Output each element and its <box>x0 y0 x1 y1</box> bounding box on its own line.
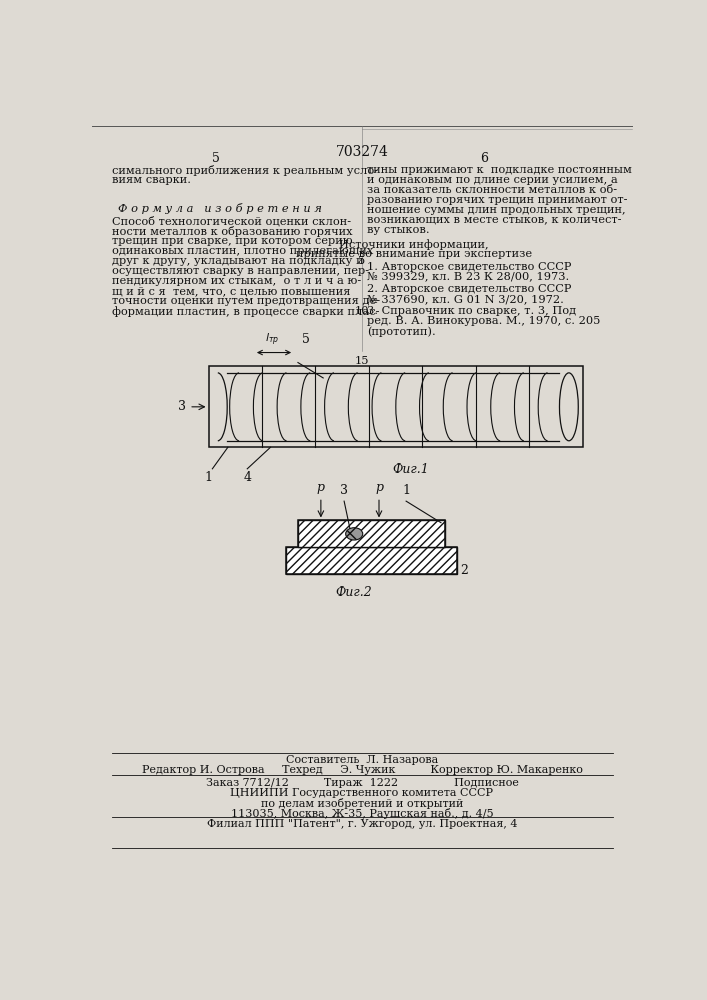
Text: 10: 10 <box>355 306 369 316</box>
Text: 2. Авторское свидетельство СССР: 2. Авторское свидетельство СССР <box>368 284 572 294</box>
Text: за показатель склонности металлов к об-: за показатель склонности металлов к об- <box>368 185 617 195</box>
Text: Заказ 7712/12          Тираж  1222                Подписное: Заказ 7712/12 Тираж 1222 Подписное <box>206 778 518 788</box>
Text: $l_{тр}$: $l_{тр}$ <box>265 332 279 348</box>
Text: 2: 2 <box>460 564 468 577</box>
Text: № 337690, кл. G 01 N 3/20, 1972.: № 337690, кл. G 01 N 3/20, 1972. <box>368 294 564 304</box>
Text: друг к другу, укладывают на подкладку и: друг к другу, укладывают на подкладку и <box>112 256 363 266</box>
Text: разованию горячих трещин принимают от-: разованию горячих трещин принимают от- <box>368 195 628 205</box>
Polygon shape <box>298 520 445 547</box>
Text: Редактор И. Острова     Техред     Э. Чужик          Корректор Ю. Макаренко: Редактор И. Острова Техред Э. Чужик Корр… <box>141 765 583 775</box>
Text: p: p <box>317 481 325 494</box>
Text: точности оценки путем предотвращения де-: точности оценки путем предотвращения де- <box>112 296 380 306</box>
Text: 1. Авторское свидетельство СССР: 1. Авторское свидетельство СССР <box>368 262 572 272</box>
Text: 4: 4 <box>243 471 251 484</box>
Text: трещин при сварке, при котором серию: трещин при сварке, при котором серию <box>112 236 352 246</box>
Text: 1: 1 <box>402 484 410 497</box>
Text: по делам изобретений и открытий: по делам изобретений и открытий <box>261 798 463 809</box>
Text: Ф о р м у л а   и з о б р е т е н и я: Ф о р м у л а и з о б р е т е н и я <box>118 203 322 214</box>
Text: Способ технологической оценки склон-: Способ технологической оценки склон- <box>112 216 351 227</box>
Text: 3. Справочник по сварке, т. 3, Под: 3. Справочник по сварке, т. 3, Под <box>368 306 576 316</box>
Text: № 399329, кл. В 23 К 28/00, 1973.: № 399329, кл. В 23 К 28/00, 1973. <box>368 272 570 282</box>
Text: 5: 5 <box>358 256 366 266</box>
Polygon shape <box>286 547 457 574</box>
Text: и одинаковым по длине серии усилием, а: и одинаковым по длине серии усилием, а <box>368 175 618 185</box>
Text: ности металлов к образованию горячих: ности металлов к образованию горячих <box>112 226 352 237</box>
Text: Фиг.2: Фиг.2 <box>336 586 373 599</box>
Text: 3: 3 <box>340 484 348 497</box>
Text: Фиг.1: Фиг.1 <box>393 463 430 476</box>
Text: Источники информации,: Источники информации, <box>339 239 489 250</box>
Text: одинаковых пластин, плотно прилегающих: одинаковых пластин, плотно прилегающих <box>112 246 373 256</box>
Text: p: p <box>375 481 383 494</box>
Text: виям сварки.: виям сварки. <box>112 175 191 185</box>
Ellipse shape <box>346 528 363 540</box>
Text: пендикулярном их стыкам,  о т л и ч а ю-: пендикулярном их стыкам, о т л и ч а ю- <box>112 276 361 286</box>
Text: 113035, Москва, Ж-35, Раушская наб., д. 4/5: 113035, Москва, Ж-35, Раушская наб., д. … <box>230 808 493 819</box>
Text: ЦНИИПИ Государственного комитета СССР: ЦНИИПИ Государственного комитета СССР <box>230 788 493 798</box>
Text: Филиал ППП "Патент", г. Ужгород, ул. Проектная, 4: Филиал ППП "Патент", г. Ужгород, ул. Про… <box>206 819 518 829</box>
Text: 703274: 703274 <box>336 145 388 159</box>
Text: (прототип).: (прототип). <box>368 326 436 337</box>
Text: щ и й с я  тем, что, с целью повышения: щ и й с я тем, что, с целью повышения <box>112 286 350 296</box>
Text: формации пластин, в процессе сварки плас-: формации пластин, в процессе сварки плас… <box>112 306 379 317</box>
Text: Составитель  Л. Назарова: Составитель Л. Назарова <box>286 755 438 765</box>
Text: 5: 5 <box>212 152 220 165</box>
Text: ву стыков.: ву стыков. <box>368 225 430 235</box>
Text: ред. В. А. Винокурова. М., 1970, с. 205: ред. В. А. Винокурова. М., 1970, с. 205 <box>368 316 601 326</box>
Text: осуществляют сварку в направлении, пер-: осуществляют сварку в направлении, пер- <box>112 266 369 276</box>
Text: ношение суммы длин продольных трещин,: ношение суммы длин продольных трещин, <box>368 205 626 215</box>
Text: 5: 5 <box>302 333 310 346</box>
Text: 1: 1 <box>204 471 213 484</box>
Text: принятые во внимание при экспертизе: принятые во внимание при экспертизе <box>296 249 532 259</box>
Text: возникающих в месте стыков, к количест-: возникающих в месте стыков, к количест- <box>368 215 622 225</box>
Text: 3: 3 <box>178 400 186 413</box>
Text: 6: 6 <box>479 152 488 165</box>
Text: 15: 15 <box>355 356 369 366</box>
Text: симального приближения к реальным усло-: симального приближения к реальным усло- <box>112 165 378 176</box>
Text: тины прижимают к  подкладке постоянным: тины прижимают к подкладке постоянным <box>368 165 632 175</box>
